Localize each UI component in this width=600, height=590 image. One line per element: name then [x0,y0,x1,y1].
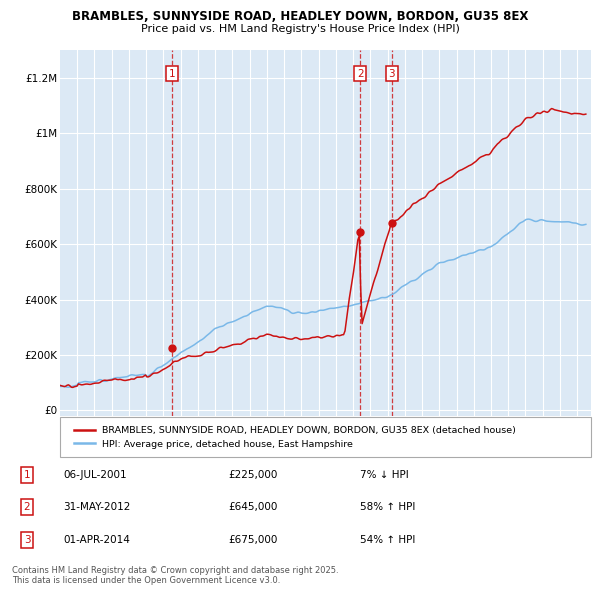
Text: 58% ↑ HPI: 58% ↑ HPI [360,503,415,512]
Text: Contains HM Land Registry data © Crown copyright and database right 2025.
This d: Contains HM Land Registry data © Crown c… [12,566,338,585]
Text: £225,000: £225,000 [228,470,277,480]
Text: 3: 3 [23,535,31,545]
Text: £675,000: £675,000 [228,535,277,545]
Text: 31-MAY-2012: 31-MAY-2012 [63,503,130,512]
Legend: BRAMBLES, SUNNYSIDE ROAD, HEADLEY DOWN, BORDON, GU35 8EX (detached house), HPI: : BRAMBLES, SUNNYSIDE ROAD, HEADLEY DOWN, … [70,422,520,453]
Text: 2: 2 [23,503,31,512]
Text: £645,000: £645,000 [228,503,277,512]
Text: BRAMBLES, SUNNYSIDE ROAD, HEADLEY DOWN, BORDON, GU35 8EX: BRAMBLES, SUNNYSIDE ROAD, HEADLEY DOWN, … [72,10,528,23]
Text: Price paid vs. HM Land Registry's House Price Index (HPI): Price paid vs. HM Land Registry's House … [140,24,460,34]
Text: 1: 1 [23,470,31,480]
Text: 2: 2 [357,68,364,78]
FancyBboxPatch shape [60,417,591,457]
Text: 3: 3 [389,68,395,78]
Text: 7% ↓ HPI: 7% ↓ HPI [360,470,409,480]
Text: 54% ↑ HPI: 54% ↑ HPI [360,535,415,545]
Text: 06-JUL-2001: 06-JUL-2001 [63,470,127,480]
Text: 01-APR-2014: 01-APR-2014 [63,535,130,545]
Text: 1: 1 [169,68,176,78]
